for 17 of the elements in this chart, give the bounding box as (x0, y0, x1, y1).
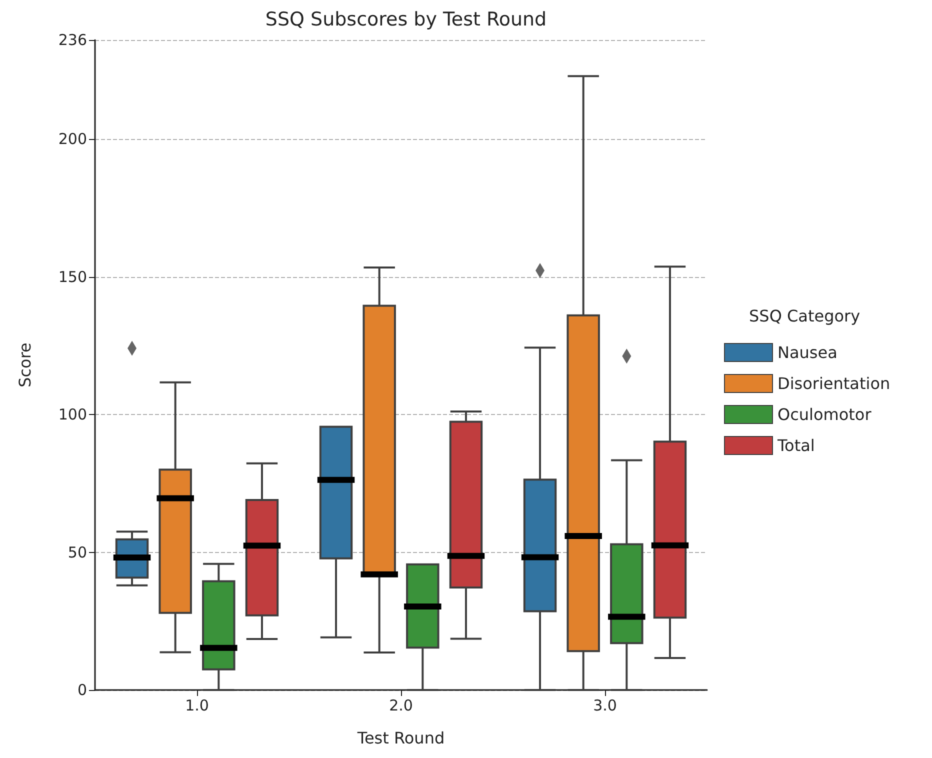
x-tick-label: 1.0 (185, 696, 209, 714)
y-axis-title: Score (16, 342, 34, 388)
chart-title: SSQ Subscores by Test Round (265, 8, 547, 30)
y-tick-label: 50 (68, 543, 87, 562)
legend-label: Disorientation (778, 374, 890, 393)
legend-title: SSQ Category (749, 306, 860, 326)
y-tick-label: 100 (58, 406, 87, 424)
y-tick-label: 0 (77, 681, 87, 699)
y-tick-label: 150 (58, 268, 87, 286)
legend-label: Oculomotor (778, 405, 872, 424)
y-tick-label: 200 (58, 130, 87, 148)
x-tick-label: 2.0 (389, 696, 413, 714)
legend-label: Nausea (778, 343, 838, 362)
legend-label: Total (776, 436, 815, 455)
x-tick-label: 3.0 (593, 696, 617, 714)
x-axis-title: Test Round (356, 728, 445, 748)
y-tick-label: 236 (58, 31, 87, 49)
